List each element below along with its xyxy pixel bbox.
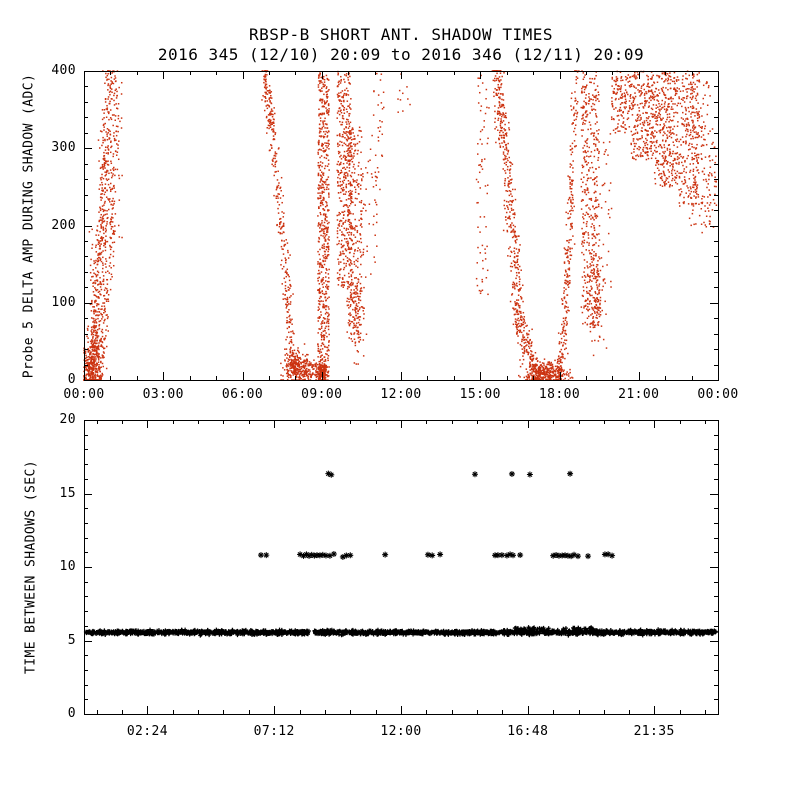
x-tick-label: 00:00 xyxy=(697,387,739,402)
chart-title: RBSP-B SHORT ANT. SHADOW TIMES xyxy=(249,25,553,44)
x-tick-label: 00:00 xyxy=(63,387,105,402)
x-tick-label: 12:00 xyxy=(380,387,422,402)
x-tick-label: 16:48 xyxy=(507,724,549,739)
y-tick-label: 10 xyxy=(59,559,76,574)
y-tick-label: 20 xyxy=(59,412,76,427)
x-tick-label: 21:35 xyxy=(633,724,675,739)
x-tick-label: 18:00 xyxy=(538,387,581,402)
y-tick-label: 5 xyxy=(67,632,76,648)
x-tick-label: 02:24 xyxy=(126,724,168,739)
x-tick-label: 15:00 xyxy=(459,387,501,402)
y-tick-label: 0 xyxy=(67,372,76,387)
x-tick-label: 06:00 xyxy=(221,387,264,402)
y-tick-label: 200 xyxy=(51,217,76,233)
y-tick-label: 300 xyxy=(51,140,76,156)
chart-subtitle: 2016 345 (12/10) 20:09 to 2016 346 (12/1… xyxy=(157,45,645,64)
x-tick-label: 03:00 xyxy=(142,387,184,402)
y-tick-label: 0 xyxy=(67,706,76,721)
y-tick-label: 15 xyxy=(59,485,76,501)
x-tick-label: 07:12 xyxy=(253,724,295,739)
x-tick-label: 21:00 xyxy=(618,387,660,402)
y-tick-label: 400 xyxy=(51,63,76,78)
x-tick-label: 09:00 xyxy=(301,387,343,402)
y-tick-label: 100 xyxy=(51,294,76,310)
x-tick-label: 12:00 xyxy=(380,724,422,739)
